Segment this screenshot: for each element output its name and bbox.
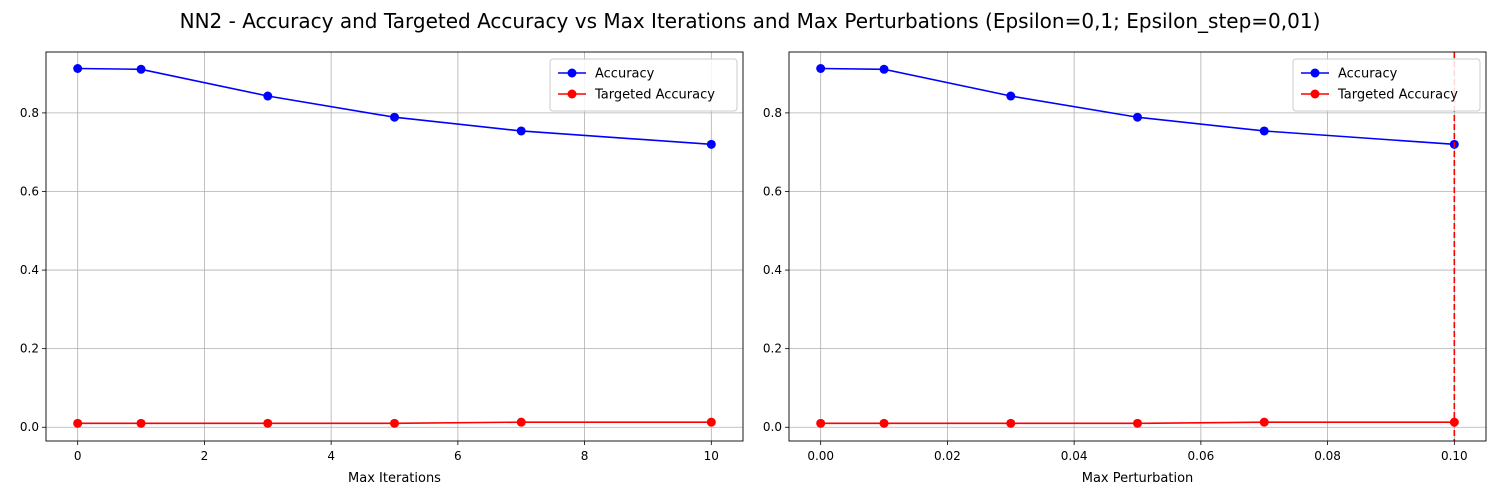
- accuracy-point: [816, 64, 826, 74]
- x-tick-label: 0: [74, 449, 82, 463]
- targeted-accuracy-point: [706, 417, 716, 427]
- legend-swatch-marker: [1310, 68, 1320, 78]
- x-tick-label: 10: [704, 449, 719, 463]
- y-tick-label: 0.0: [20, 420, 39, 434]
- x-tick-label: 0.10: [1441, 449, 1468, 463]
- targeted-accuracy-point: [263, 418, 273, 428]
- legend: Accuracy Targeted Accuracy: [549, 58, 738, 112]
- legend-swatch-marker: [567, 68, 577, 78]
- y-tick-label: 0.2: [20, 342, 39, 356]
- targeted-accuracy-point: [73, 418, 83, 428]
- y-tick-label: 0.2: [763, 342, 782, 356]
- legend-label: Targeted Accuracy: [1337, 88, 1458, 103]
- x-tick-label: 0.08: [1314, 449, 1341, 463]
- x-tick-label: 0.06: [1188, 449, 1215, 463]
- legend-box: [1292, 58, 1481, 112]
- series-line-targeted-accuracy: [77, 421, 712, 425]
- chart-panels: 0 2 4 6 8 10 0.0 0.2 0.4 0.6 0.8 Max Iterations Accu…: [20, 51, 1487, 486]
- plot-area: [816, 64, 1459, 428]
- targeted-accuracy-point: [136, 418, 146, 428]
- accuracy-point: [1133, 112, 1142, 122]
- axes-frame: [788, 51, 1487, 442]
- targeted-accuracy-point: [1006, 418, 1016, 428]
- series-line-targeted-accuracy: [820, 421, 1455, 425]
- accuracy-point: [879, 64, 889, 74]
- y-tick-label: 0.6: [763, 184, 782, 198]
- y-tick-label: 0.8: [763, 106, 782, 120]
- accuracy-point: [516, 126, 526, 136]
- series-line-accuracy: [77, 67, 712, 146]
- x-tick-label: 4: [327, 449, 335, 463]
- series-line-accuracy: [820, 67, 1455, 146]
- legend-swatch-marker: [567, 89, 577, 99]
- legend-swatch-marker: [1310, 89, 1320, 99]
- axes-frame: [45, 51, 744, 442]
- accuracy-point: [263, 91, 273, 101]
- targeted-accuracy-point: [390, 418, 399, 428]
- legend-box: [549, 58, 738, 112]
- x-tick-label: 8: [581, 449, 589, 463]
- y-tick-label: 0.8: [20, 106, 39, 120]
- targeted-accuracy-point: [1133, 418, 1142, 428]
- x-tick-label: 0.04: [1061, 449, 1088, 463]
- x-tick-label: 0.02: [934, 449, 961, 463]
- legend-label: Accuracy: [1338, 67, 1398, 82]
- chart-panel-2: 0.00 0.02 0.04 0.06 0.08 0.10 0.0 0.2 0.4 0.6 0.8 M…: [763, 51, 1487, 486]
- plot-area: [73, 64, 716, 428]
- x-tick-label: 0.00: [807, 449, 834, 463]
- x-axis-label: Max Iterations: [348, 471, 441, 486]
- targeted-accuracy-point: [516, 417, 526, 427]
- legend: Accuracy Targeted Accuracy: [1292, 58, 1481, 112]
- y-tick-label: 0.0: [763, 420, 782, 434]
- x-tick-label: 2: [201, 449, 209, 463]
- targeted-accuracy-point: [1259, 417, 1269, 427]
- y-tick-label: 0.4: [20, 263, 39, 277]
- legend-label: Accuracy: [595, 67, 655, 82]
- accuracy-point: [1006, 91, 1016, 101]
- accuracy-point: [706, 139, 716, 149]
- accuracy-point: [73, 64, 83, 74]
- targeted-accuracy-point: [816, 418, 826, 428]
- chart-panel-1: 0 2 4 6 8 10 0.0 0.2 0.4 0.6 0.8 Max Iterations Accu…: [20, 51, 744, 486]
- y-tick-label: 0.6: [20, 184, 39, 198]
- y-tick-label: 0.4: [763, 263, 782, 277]
- x-tick-label: 6: [454, 449, 462, 463]
- accuracy-point: [1259, 126, 1269, 136]
- x-axis-label: Max Perturbation: [1082, 471, 1194, 486]
- legend-label: Targeted Accuracy: [594, 88, 715, 103]
- accuracy-point: [390, 112, 399, 122]
- figure-title: NN2 - Accuracy and Targeted Accuracy vs …: [180, 9, 1321, 33]
- accuracy-point: [136, 64, 146, 74]
- targeted-accuracy-point: [879, 418, 889, 428]
